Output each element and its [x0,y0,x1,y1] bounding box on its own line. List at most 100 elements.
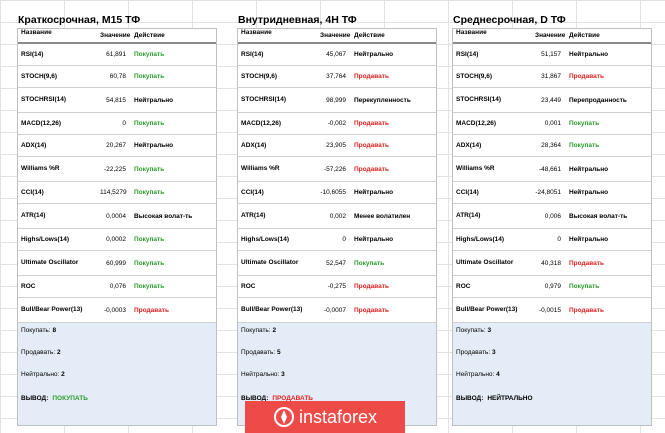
summary-buy-label: Покупать: [241,327,271,334]
indicator-action: Покупать [134,73,165,80]
table-row: CCI(14) -10,6055 Нейтрально [238,182,436,204]
indicator-action: Нейтрально [134,96,174,104]
indicator-value: -57,226 [323,165,346,173]
table-row: ATR(14) 0,002 Менее волатилен [238,204,436,229]
indicator-name: ATR(14) [241,212,266,219]
indicator-action: Нейтрально [569,165,609,173]
indicator-name: Bull/Bear Power(13) [456,306,518,313]
column-header-action: Действие [569,32,600,39]
indicator-value: 61,891 [106,51,126,58]
table-row: STOCHRSI(14) 23,449 Перепроданность [453,88,651,113]
summary-sell-count: 5 [277,349,281,356]
indicator-name: Ultimate Oscillator [456,259,514,266]
indicator-name: Highs/Lows(14) [21,235,70,243]
indicator-name: ROC [241,282,256,290]
indicator-name: STOCHRSI(14) [456,96,502,103]
indicator-value: 0,002 [329,212,346,220]
indicator-name: ADX(14) [241,141,267,149]
table-row: ATR(14) 0,006 Высокая волат-ть [453,204,651,229]
panel: Краткосрочная, M15 ТФ Название Значение Дей… [17,12,217,426]
indicator-name: RSI(14) [21,50,44,58]
indicator-name: ADX(14) [456,141,482,149]
conclusion-label: ВЫВОД: [241,395,269,402]
summary-neutral-count: 3 [281,371,285,378]
indicator-value: 23,449 [541,96,561,104]
indicator-name: CCI(14) [241,188,264,196]
indicator-name: ROC [21,282,36,290]
summary-sell-count: 2 [57,349,61,356]
summary-neutral-count: 4 [496,371,500,378]
table-row: Bull/Bear Power(13) -0,0003 Продавать [18,298,216,323]
summary-conclusion: ВЫВОД: ПОКУПАТЬ [21,395,88,402]
summary-sell: Продавать: 5 [241,349,281,356]
table-row: Highs/Lows(14) 0 Нейтрально [238,229,436,251]
summary-buy: Покупать: 8 [21,327,56,334]
column-header-action: Действие [354,32,385,39]
indicator-value: 60,78 [109,73,126,80]
indicator-action: Высокая волат-ть [569,212,628,220]
table-row: MACD(12,26) 0 Покупать [18,113,216,135]
summary-neutral-label: Нейтрально: [241,371,280,378]
indicator-name: Ultimate Oscillator [241,259,299,266]
panel: Среднесрочная, D ТФ Название Значение Дейст… [452,12,652,426]
indicator-value: 0 [342,236,346,243]
table-header: Название Значение Действие [18,29,216,44]
indicator-name: STOCH(9,6) [21,72,57,80]
table-row: ADX(14) 20,267 Нейтрально [18,135,216,157]
table-row: Williams %R -48,661 Нейтрально [453,157,651,182]
summary-buy: Покупать: 2 [241,327,276,334]
indicator-value: 0,0002 [106,236,126,243]
indicator-table: Название Значение Действие RSI(14) 45,067 Ней… [237,28,437,426]
indicator-name: ATR(14) [21,212,46,219]
summary-sell-label: Продавать: [456,349,491,356]
summary-block: Покупать: 8 Продавать: 2 Нейтрально: 2 ВЫВО… [18,323,216,425]
indicator-action: Продавать [354,120,389,127]
conclusion-label: ВЫВОД: [21,395,49,402]
table-row: Ultimate Oscillator 40,318 Продавать [453,251,651,276]
indicator-value: 40,318 [541,259,561,267]
summary-buy-count: 8 [52,327,57,334]
indicator-name: MACD(12,26) [21,119,62,127]
indicator-action: Менее волатилен [354,212,411,220]
indicator-action: Покупать [569,283,600,290]
panel-title: Среднесрочная, D ТФ [453,14,566,26]
indicator-name: Bull/Bear Power(13) [241,306,303,313]
indicator-action: Покупать [134,189,165,196]
indicator-action: Нейтрально [354,51,394,58]
summary-sell: Продавать: 3 [456,349,496,356]
indicator-value: -0,0015 [538,306,561,314]
summary-neutral: Нейтрально: 3 [241,371,285,378]
table-row: Williams %R -57,226 Продавать [238,157,436,182]
indicator-action: Нейтрально [354,236,394,243]
conclusion-value: ПОКУПАТЬ [52,395,88,402]
indicator-action: Нейтрально [569,236,609,243]
indicator-name: CCI(14) [456,188,479,196]
table-row: Ultimate Oscillator 52,547 Покупать [238,251,436,276]
table-row: RSI(14) 61,891 Покупать [18,44,216,66]
indicator-name: CCI(14) [21,188,44,196]
table-row: ROC 0,979 Покупать [453,276,651,298]
conclusion-value: ПРОДАВАТЬ [272,395,313,402]
instaforex-logo: instaforex [245,401,405,433]
table-row: Ultimate Oscillator 60,999 Покупать [18,251,216,276]
indicator-name: Bull/Bear Power(13) [21,306,83,313]
indicator-action: Покупать [134,120,165,127]
indicator-name: MACD(12,26) [456,119,497,127]
table-row: MACD(12,26) -0,002 Продавать [238,113,436,135]
table-row: RSI(14) 51,157 Нейтрально [453,44,651,66]
indicator-action: Нейтрально [354,189,394,196]
table-row: CCI(14) 114,5279 Покупать [18,182,216,204]
table-row: ADX(14) 23,905 Продавать [238,135,436,157]
indicator-value: 20,267 [106,142,126,149]
indicator-value: -0,275 [327,283,346,290]
column-header-name: Название [241,29,272,36]
indicator-value: 54,815 [106,96,126,104]
indicator-value: 0 [557,236,561,243]
indicator-value: 0,979 [544,283,561,290]
indicator-value: -10,6055 [320,189,346,196]
summary-neutral-label: Нейтрально: [21,371,60,378]
indicator-action: Продавать [354,283,389,290]
summary-buy-label: Покупать: [456,327,486,334]
column-header-value: Значение [320,32,351,39]
indicator-value: 28,364 [541,142,561,149]
